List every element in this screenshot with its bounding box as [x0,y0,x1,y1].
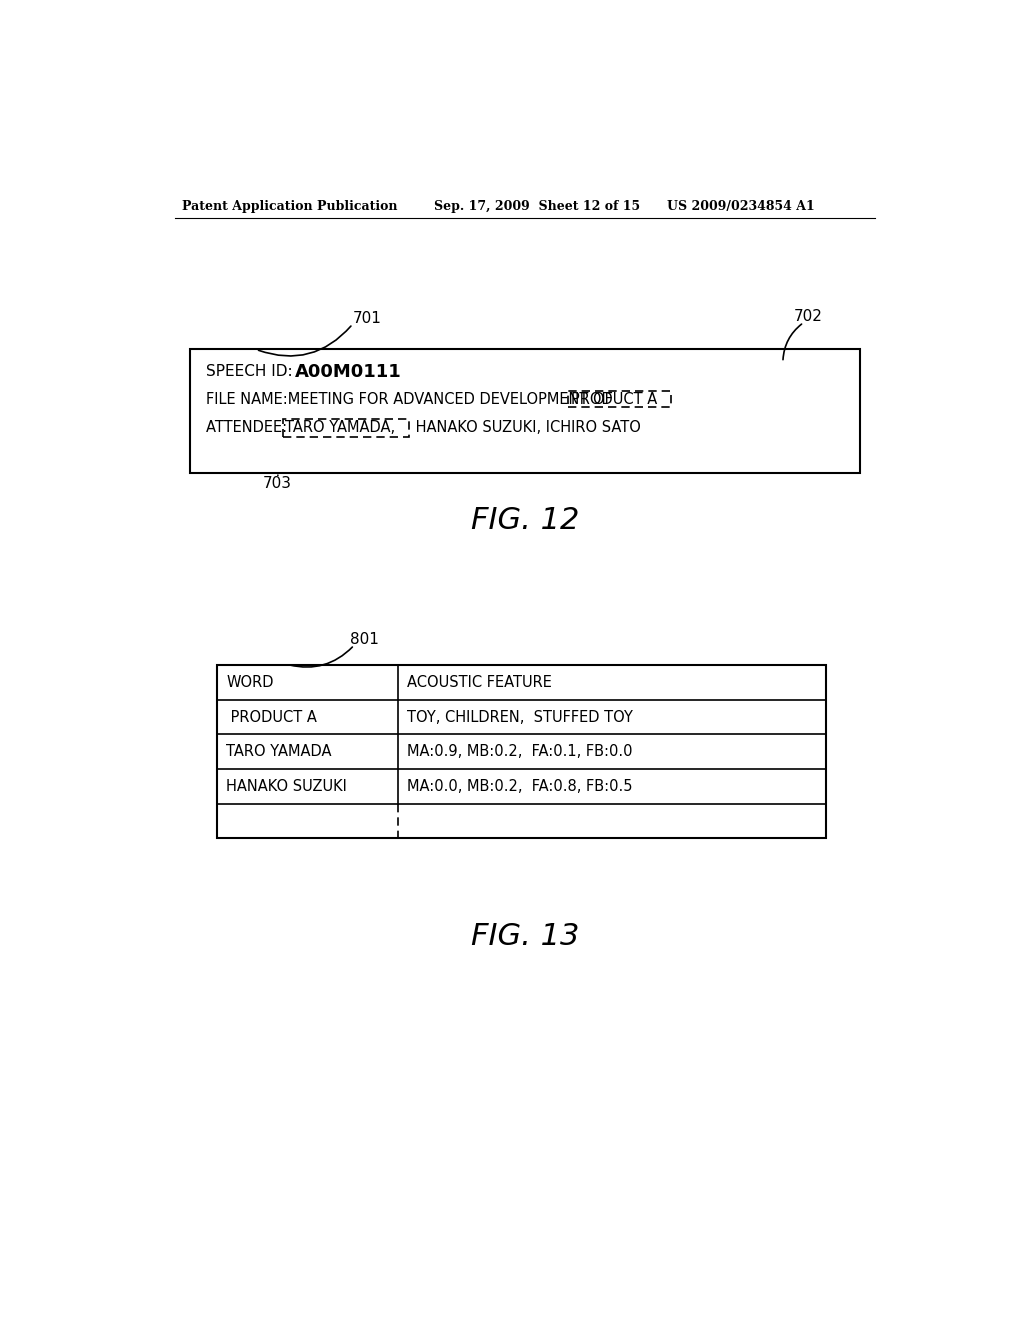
Text: TARO YAMADA: TARO YAMADA [226,744,332,759]
Text: 702: 702 [794,309,823,323]
Text: FIG. 13: FIG. 13 [471,921,579,950]
Text: WORD: WORD [226,675,274,690]
Text: ACOUSTIC FEATURE: ACOUSTIC FEATURE [407,675,552,690]
Text: SPEECH ID:: SPEECH ID: [206,364,302,379]
Text: 701: 701 [352,312,381,326]
Bar [217,665,825,838]
Text: TOY, CHILDREN,  STUFFED TOY: TOY, CHILDREN, STUFFED TOY [407,710,633,725]
Text: 801: 801 [350,632,379,647]
Bar [283,420,409,437]
Text: 703: 703 [262,475,291,491]
Text: US 2009/0234854 A1: US 2009/0234854 A1 [667,199,814,213]
Text: PRODUCT A: PRODUCT A [571,392,657,407]
Text: Patent Application Publication: Patent Application Publication [182,199,397,213]
Text: HANAKO SUZUKI, ICHIRO SATO: HANAKO SUZUKI, ICHIRO SATO [411,420,641,436]
Text: Sep. 17, 2009  Sheet 12 of 15: Sep. 17, 2009 Sheet 12 of 15 [434,199,640,213]
Text: FIG. 12: FIG. 12 [471,506,579,535]
Text: TARO YAMADA,: TARO YAMADA, [286,420,395,436]
Text: HANAKO SUZUKI: HANAKO SUZUKI [226,779,347,793]
Bar [568,391,671,407]
Text: ATTENDEE:: ATTENDEE: [206,420,291,436]
Text: MA:0.9, MB:0.2,  FA:0.1, FB:0.0: MA:0.9, MB:0.2, FA:0.1, FB:0.0 [407,744,633,759]
Text: PRODUCT A: PRODUCT A [226,710,317,725]
Bar [190,350,860,473]
Text: MA:0.0, MB:0.2,  FA:0.8, FB:0.5: MA:0.0, MB:0.2, FA:0.8, FB:0.5 [407,779,633,793]
Text: FILE NAME:MEETING FOR ADVANCED DEVELOPMENT OF: FILE NAME:MEETING FOR ADVANCED DEVELOPME… [206,392,617,407]
Text: A00M0111: A00M0111 [295,363,401,380]
